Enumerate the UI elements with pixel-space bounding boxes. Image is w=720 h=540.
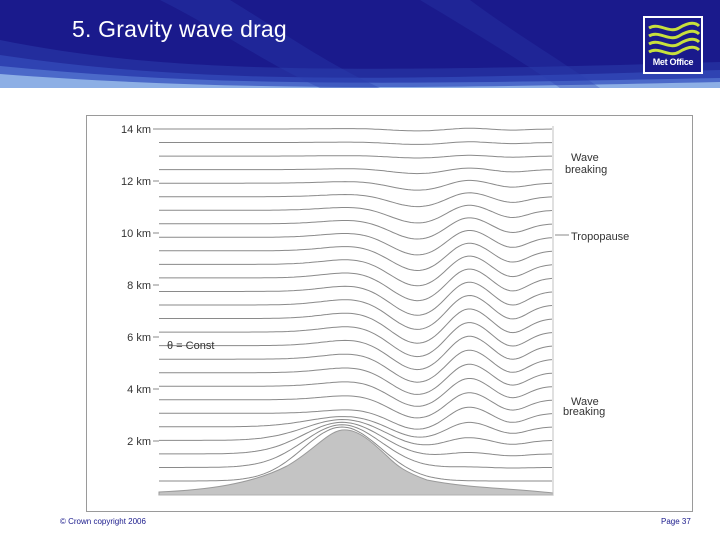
isentrope-line xyxy=(159,230,553,256)
mountain-shape xyxy=(158,429,554,496)
annotation-theta-const: θ = Const xyxy=(167,340,214,352)
isentrope-line xyxy=(159,418,553,446)
logo-text: Met Office xyxy=(652,57,694,67)
annotation-wave-breaking-upper-2: breaking xyxy=(565,164,607,176)
isentrope-line xyxy=(159,421,552,457)
header-background xyxy=(0,0,720,88)
isentrope-line xyxy=(159,268,553,302)
isentrope-line xyxy=(159,255,553,287)
met-office-logo: Met Office xyxy=(643,16,703,74)
annotation-tropopause: Tropopause xyxy=(571,231,629,243)
isentrope-line xyxy=(159,424,552,469)
isentrope-line xyxy=(159,127,553,132)
y-label-10km: 10 km xyxy=(121,228,151,240)
isentrope-line xyxy=(159,392,553,419)
isentrope-line xyxy=(159,378,553,407)
y-label-2km: 2 km xyxy=(127,436,151,448)
annotation-wave-breaking-lower-1: Wave xyxy=(571,396,599,408)
y-label-8km: 8 km xyxy=(127,280,151,292)
isentrope-line xyxy=(159,281,553,316)
isentrope-line xyxy=(159,179,553,191)
isentrope-line xyxy=(159,154,552,159)
y-label-14km: 14 km xyxy=(121,124,151,136)
isentrope-line xyxy=(159,349,553,383)
logo-waves-icon xyxy=(648,21,701,56)
y-label-12km: 12 km xyxy=(121,176,151,188)
isentrope-line xyxy=(159,322,553,358)
isentrope-line xyxy=(159,192,553,208)
isentrope-line xyxy=(159,363,553,395)
isentrope-line xyxy=(159,242,553,272)
annotation-wave-breaking-upper-1: Wave xyxy=(571,152,599,164)
page-number: Page 37 xyxy=(661,517,691,526)
annotation-wave-breaking-lower-2: breaking xyxy=(563,406,605,418)
y-label-6km: 6 km xyxy=(127,332,151,344)
isentrope-line xyxy=(159,416,553,438)
isentropes xyxy=(159,127,553,482)
slide-title: 5. Gravity wave drag xyxy=(72,16,287,42)
isentrope-line xyxy=(159,294,553,330)
isentrope-line xyxy=(159,426,552,482)
y-label-4km: 4 km xyxy=(127,384,151,396)
y-axis-ticks xyxy=(153,128,159,442)
isentrope-line xyxy=(159,308,553,344)
copyright-text: © Crown copyright 2006 xyxy=(60,517,146,526)
isentrope-line xyxy=(159,335,553,371)
isentrope-line xyxy=(159,141,552,145)
isentrope-line xyxy=(159,217,553,240)
isentrope-line xyxy=(159,406,553,430)
diagram-frame: 14 km 12 km 10 km 8 km 6 km 4 km 2 km Wa… xyxy=(86,115,693,512)
isentrope-line xyxy=(159,167,553,175)
header-banner: 5. Gravity wave drag Met Office xyxy=(0,0,720,88)
isentrope-line xyxy=(159,204,553,224)
gravity-wave-diagram: 14 km 12 km 10 km 8 km 6 km 4 km 2 km Wa… xyxy=(121,124,629,496)
